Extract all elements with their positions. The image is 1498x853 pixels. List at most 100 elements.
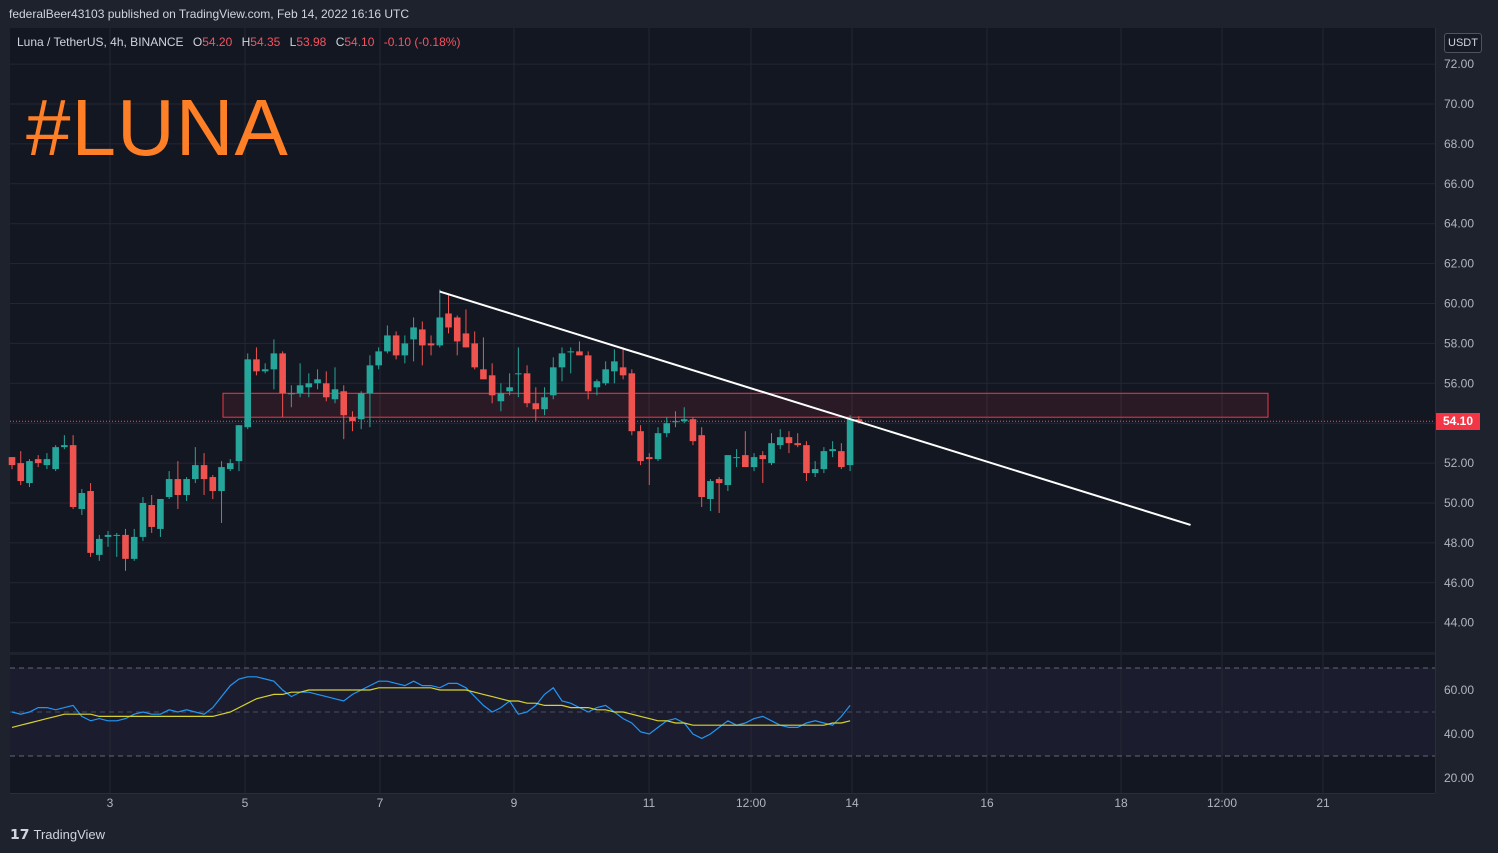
high-value: 54.35 [250,35,281,49]
candle-body [750,457,758,468]
candle-body [43,459,51,466]
candle-body [680,419,688,422]
candle-body [165,479,173,498]
candle-body [122,534,129,559]
candle-body [174,479,182,496]
candle-body [768,443,775,464]
candle-body [445,313,452,328]
candle-body [707,481,714,500]
candle-body [26,461,33,484]
candle-body [497,393,505,402]
x-tick-label: 21 [1316,796,1330,810]
candle-body [218,467,225,492]
candle-body [314,379,321,384]
price-tick-label: 50.00 [1444,496,1474,510]
candle-body [584,355,592,392]
candle-body [480,369,487,380]
price-tick-label: 56.00 [1444,376,1474,390]
x-tick-label: 12:00 [736,796,766,810]
candle-body [471,343,478,368]
candle-body [602,369,609,384]
top-bar: federalBeer43103 published on TradingVie… [0,0,1498,28]
candle-body [244,359,252,428]
candle-body [384,335,391,352]
footer-bar [0,817,1498,853]
candle-body [576,351,583,356]
tradingview-logo[interactable]: 𝟭𝟳 TradingView [10,826,105,843]
candle-body [113,534,121,536]
candle-body [759,455,767,460]
candle-body [226,463,234,470]
candle-body [392,335,400,356]
candle-body [235,425,243,462]
candle-body [253,359,260,372]
x-tick-label: 11 [643,796,656,810]
candle-body [419,329,426,346]
trend-line [439,290,1191,526]
price-tick-label: 66.00 [1444,177,1474,191]
resistance-zone [222,392,1269,418]
candle-body [846,419,854,466]
candle-body [357,393,365,420]
candle-body [811,469,819,474]
candle-body [17,463,25,482]
candle-body [366,365,374,394]
rsi-tick-label: 60.00 [1444,683,1474,697]
open-value: 54.20 [202,35,233,49]
x-tick-label: 7 [377,796,384,810]
rsi-tick-label: 20.00 [1444,771,1474,785]
candle-body [654,433,662,460]
candle-body [8,457,16,466]
candle-body [611,361,618,372]
candle-body [305,383,313,388]
candle-body [619,367,627,376]
price-tick-label: 60.00 [1444,297,1474,311]
rsi-line [11,676,851,740]
candle-body [532,403,540,410]
currency-unit-button[interactable]: USDT [1444,33,1482,53]
low-value: 53.98 [296,35,327,49]
candle-body [148,504,155,527]
price-tick-label: 62.00 [1444,257,1474,271]
candle-body [733,457,740,459]
candle-body [157,499,164,529]
candle-body [838,451,845,468]
overlay-title: #LUNA [26,83,289,172]
candle-body [715,479,723,484]
candle-body [288,393,295,395]
x-tick-label: 5 [242,796,249,810]
rsi-ma-line [11,687,851,728]
candle-body [820,451,828,470]
candle-body [488,375,496,396]
price-tick-label: 64.00 [1444,217,1474,231]
candle-body [61,445,68,448]
candle-body [453,317,461,342]
candle-body [87,491,94,553]
candle-body [567,351,575,353]
x-tick-label: 3 [107,796,114,810]
candle-body [34,459,42,464]
candle-body [349,417,356,422]
price-tick-label: 46.00 [1444,576,1474,590]
candle-body [558,353,566,368]
candle-body [200,465,208,480]
publication-info: federalBeer43103 published on TradingVie… [9,7,410,21]
candle-body [52,447,59,470]
candle-body [663,423,671,434]
candle-body [130,536,138,559]
candle-body [549,367,557,396]
chart-canvas[interactable]: 3 5 7 9 11 12:00 14 16 18 12:00 21 72.00 70.00 68.00 6… [0,0,1498,817]
candle-body [541,397,548,410]
symbol-label[interactable]: Luna / TetherUS, 4h, BINANCE [17,35,184,49]
price-tick-label: 44.00 [1444,616,1474,630]
candle-body [637,431,644,462]
price-tick-label: 48.00 [1444,536,1474,550]
candle-body [506,387,513,392]
candle-body [523,373,531,404]
price-tick-label: 68.00 [1444,137,1474,151]
candle-body [689,419,697,442]
candle-body [742,455,749,468]
price-tick-label: 70.00 [1444,97,1474,111]
candle-body [331,389,339,400]
close-label: C [335,35,345,49]
